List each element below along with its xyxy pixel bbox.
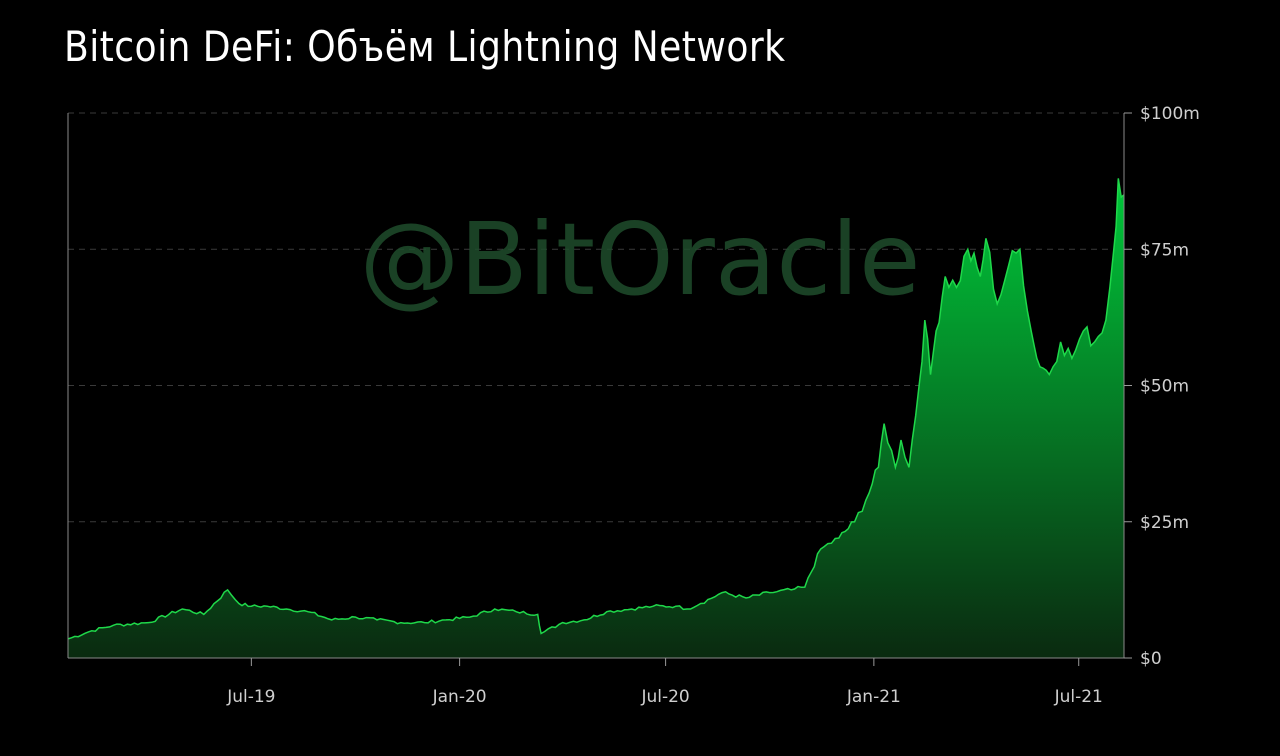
x-tick-label: Jan-20	[432, 687, 487, 707]
y-tick-label: $75m	[1140, 240, 1189, 260]
y-tick-label: $50m	[1140, 377, 1189, 397]
x-tick-label: Jul-19	[226, 687, 275, 707]
y-tick-label: $100m	[1140, 104, 1200, 124]
x-tick-label: Jan-21	[846, 687, 901, 707]
y-tick-label: $0	[1140, 649, 1162, 669]
series-area	[68, 178, 1124, 658]
y-tick-label: $25m	[1140, 513, 1189, 533]
series-line	[67, 178, 1125, 640]
x-tick-label: Jul-21	[1054, 687, 1103, 707]
watermark: @BitOracle	[360, 201, 921, 318]
chart-title: Bitcoin DeFi: Объём Lightning Network	[64, 22, 786, 71]
x-tick-label: Jul-20	[640, 687, 689, 707]
